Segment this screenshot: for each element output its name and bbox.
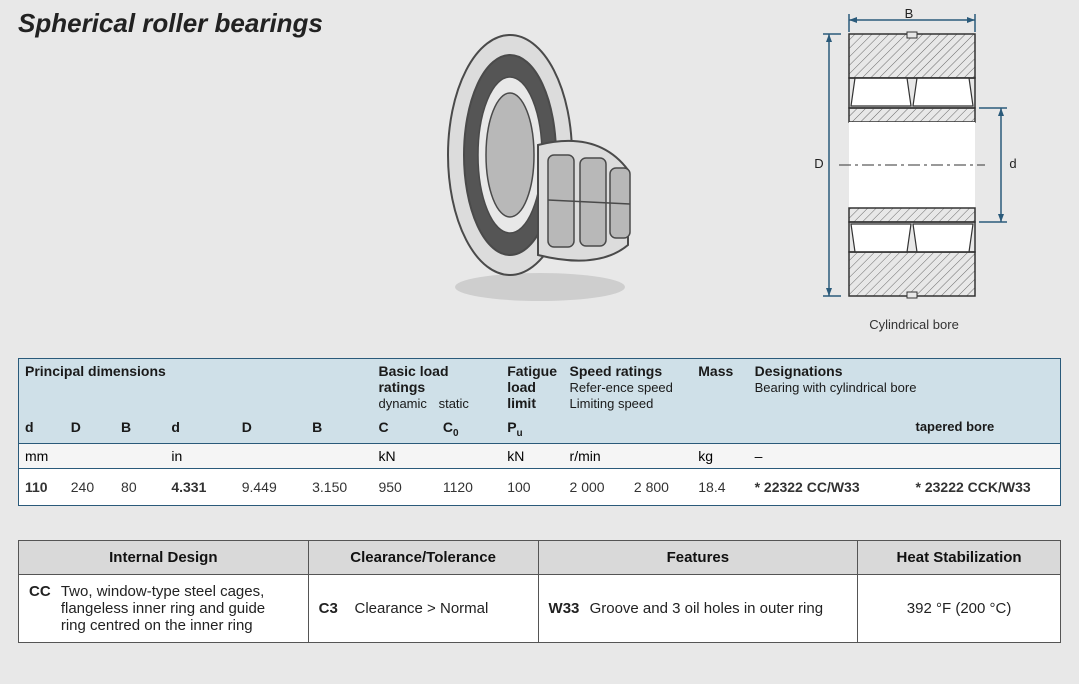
dim-D-label: D xyxy=(814,156,823,171)
hdr-fatigue: Fatigue load limit xyxy=(501,359,563,416)
col-desig-cyl xyxy=(749,415,910,443)
clearance-code: C3 xyxy=(319,600,338,617)
feat-hdr-features: Features xyxy=(538,541,858,575)
features-code: W33 xyxy=(549,600,580,617)
page-title: Spherical roller bearings xyxy=(18,8,323,39)
table-row: CC Two, window-type steel cages, flangel… xyxy=(19,575,1061,643)
spec-table: Principal dimensions Basic load ratings … xyxy=(18,358,1061,506)
col-lim-speed xyxy=(628,415,692,443)
col-B-in: B xyxy=(306,415,372,443)
hdr-designations: Designations Bearing with cylindrical bo… xyxy=(749,359,1061,416)
table-row-units: mm in kN kN r/min kg – xyxy=(19,443,1061,468)
internal-text: Two, window-type steel cages, flangeless… xyxy=(61,583,289,634)
tech-drawing-caption: Cylindrical bore xyxy=(779,317,1049,332)
internal-code: CC xyxy=(29,583,51,600)
col-ref-speed xyxy=(564,415,628,443)
col-Pu: Pu xyxy=(501,415,563,443)
col-D-mm: D xyxy=(65,415,115,443)
dim-d-label: d xyxy=(1009,156,1016,171)
features-text: Groove and 3 oil holes in outer ring xyxy=(590,600,823,617)
table-row-data: 110 240 80 4.331 9.449 3.150 950 1120 10… xyxy=(19,468,1061,505)
col-d-in: d xyxy=(165,415,235,443)
feat-hdr-clearance: Clearance/Tolerance xyxy=(308,541,538,575)
feat-hdr-internal: Internal Design xyxy=(19,541,309,575)
features-table: Internal Design Clearance/Tolerance Feat… xyxy=(18,540,1061,643)
hdr-speed: Speed ratings Refer-ence speed Limiting … xyxy=(564,359,693,416)
col-B-mm: B xyxy=(115,415,165,443)
col-C: C xyxy=(372,415,436,443)
feat-hdr-heat: Heat Stabilization xyxy=(858,541,1061,575)
clearance-text: Clearance > Normal xyxy=(355,600,489,617)
col-d-mm: d xyxy=(19,415,65,443)
col-D-in: D xyxy=(236,415,306,443)
col-desig-tap: tapered bore xyxy=(910,415,1061,443)
hdr-mass: Mass xyxy=(692,359,748,416)
hdr-principal: Principal dimensions xyxy=(19,359,373,416)
bearing-illustration xyxy=(430,25,640,305)
col-mass xyxy=(692,415,748,443)
hdr-basic-load: Basic load ratings dynamic static xyxy=(372,359,501,416)
technical-drawing: B D d xyxy=(779,8,1049,332)
col-C0: C0 xyxy=(437,415,501,443)
dim-b-label: B xyxy=(905,8,914,21)
heat-text: 392 °F (200 °C) xyxy=(858,575,1061,643)
